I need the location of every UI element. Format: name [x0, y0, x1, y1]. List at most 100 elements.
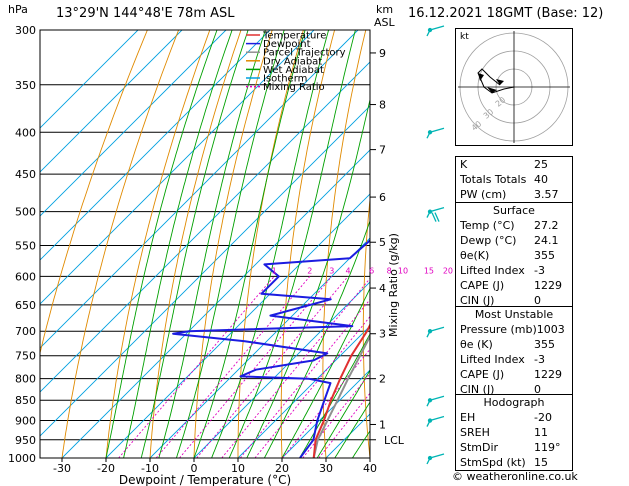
dry-adiabat-line — [40, 30, 148, 355]
pressure-tick-label: 700 — [15, 325, 36, 338]
wind-barb-icon — [426, 127, 445, 139]
pressure-tick-label: 900 — [15, 415, 36, 428]
pressure-tick-label: 350 — [15, 79, 36, 92]
pressure-tick-label: 800 — [15, 373, 36, 386]
wind-barb-icon — [426, 415, 445, 427]
mixing-ratio-line — [155, 276, 311, 458]
km-tick-label: 3 — [379, 328, 386, 341]
wet-adiabat-line — [175, 30, 285, 458]
mixing-ratio-label: 1 — [272, 266, 277, 275]
surface-row: CAPE (J) 1229 — [456, 278, 572, 293]
mixing-ratio-label: 6 — [369, 266, 374, 275]
wet-adiabat-line — [334, 401, 370, 458]
index-label: Totals Totals — [460, 173, 527, 186]
dewpoint-line — [172, 239, 370, 458]
legend-item: Mixing Ratio — [263, 82, 325, 93]
hodograph-label: StmSpd (kt) — [460, 456, 526, 469]
surface-label: Lifted Index — [460, 264, 525, 277]
legend-item: Dry Adiabat — [263, 56, 322, 67]
mixing-ratio-line — [302, 372, 370, 458]
most-unstable-value: 1229 — [534, 368, 562, 381]
isotherm-line — [61, 149, 370, 458]
km-tick-label: 6 — [379, 191, 386, 204]
km-tick-label: 4 — [379, 282, 386, 295]
wet-adiabat-line — [193, 30, 306, 458]
hodograph-ring-label: 30 — [482, 107, 496, 120]
credit-link[interactable]: © weatheronline.co.uk — [452, 470, 578, 483]
surface-row: Dewp (°C) 24.1 — [456, 233, 572, 248]
hodograph-label: EH — [460, 411, 476, 424]
mixing-ratio-label: 10 — [398, 266, 408, 275]
hodograph-value: 15 — [534, 456, 548, 469]
hodograph-row: StmSpd (kt) 15 — [456, 455, 572, 470]
isotherm-line — [149, 237, 370, 458]
pressure-tick-label: 600 — [15, 270, 36, 283]
wet-adiabat-line — [140, 30, 249, 458]
most-unstable-row: CAPE (J) 1229 — [456, 367, 572, 382]
surface-title: Surface — [493, 204, 535, 217]
isotherm-line — [40, 30, 139, 129]
isotherm-line — [40, 105, 370, 437]
hodograph-arrow — [487, 87, 497, 93]
pressure-tick-label: 950 — [15, 434, 36, 447]
isotherm-line — [281, 369, 370, 458]
km-tick-label: 7 — [379, 144, 386, 157]
mixing-ratio-label: 3 — [329, 266, 334, 275]
index-value: 25 — [534, 158, 548, 171]
index-value: 3.57 — [534, 188, 559, 201]
hodograph-table-title: Hodograph — [483, 396, 545, 409]
most-unstable-value: 355 — [534, 338, 555, 351]
km-tick-label: 2 — [379, 373, 386, 386]
wet-adiabat-line — [316, 369, 370, 458]
dry-adiabat-line — [362, 195, 370, 458]
isotherm-line — [40, 30, 227, 217]
most-unstable-row: θe (K) 355 — [456, 337, 572, 352]
km-tick-label: 9 — [379, 47, 386, 60]
hodograph-arrow — [478, 73, 484, 81]
pressure-tick-label: 750 — [15, 350, 36, 363]
hodograph-label: SREH — [460, 426, 490, 439]
wind-barb-icon — [426, 206, 445, 222]
most-unstable-label: Pressure (mb) — [460, 323, 537, 336]
km-tick-label: 1 — [379, 418, 386, 431]
wet-adiabat-line — [123, 30, 233, 458]
wind-barb-icon — [426, 326, 445, 338]
wet-adiabat-line — [228, 30, 356, 458]
surface-label: θe(K) — [460, 249, 490, 262]
date-title: 16.12.2021 18GMT (Base: 12) — [408, 6, 604, 21]
surface-row: CIN (J) 0 — [456, 293, 572, 308]
hodograph-value: 11 — [534, 426, 548, 439]
surface-row: Temp (°C) 27.2 — [456, 218, 572, 233]
hodograph-row: StmDir 119° — [456, 440, 572, 455]
asl-unit-label: ASL — [374, 16, 395, 29]
hodograph-panel: kt 40 30 20 — [455, 28, 573, 146]
wet-adiabat-line — [211, 30, 330, 458]
hodograph-value: 119° — [534, 441, 561, 454]
dry-adiabat-line — [614, 30, 629, 458]
surface-table: Surface Temp (°C) 27.2 Dewp (°C) 24.1 θe(K… — [455, 202, 573, 309]
most-unstable-row: Pressure (mb) 1003 — [456, 322, 572, 337]
most-unstable-label: CIN (J) — [460, 383, 495, 396]
pressure-tick-label: 850 — [15, 394, 36, 407]
pressure-tick-label: 400 — [15, 126, 36, 139]
hpa-unit-label: hPa — [8, 3, 28, 16]
parcel-trajectory-line — [312, 334, 370, 458]
surface-label: Dewp (°C) — [460, 234, 517, 247]
legend-item: Wet Adiabat — [263, 65, 324, 76]
legend-item: Isotherm — [263, 74, 307, 85]
temperature-line — [312, 322, 370, 458]
wet-adiabat-line — [299, 333, 370, 458]
isotherm-line — [40, 30, 271, 261]
pressure-tick-label: 650 — [15, 299, 36, 312]
most-unstable-table: Most Unstable Pressure (mb) 1003 θe (K) 35… — [455, 306, 573, 398]
most-unstable-row: Lifted Index -3 — [456, 352, 572, 367]
surface-value: 24.1 — [534, 234, 559, 247]
most-unstable-label: CAPE (J) — [460, 368, 505, 381]
most-unstable-label: Lifted Index — [460, 353, 525, 366]
dry-adiabat-line — [149, 30, 242, 458]
mixing-ratio-label: 20 — [443, 266, 453, 275]
km-unit-label: km — [376, 3, 394, 16]
index-row: K 25 — [456, 157, 572, 172]
hodograph-row: EH -20 — [456, 410, 572, 425]
hodograph-trace — [477, 68, 515, 94]
